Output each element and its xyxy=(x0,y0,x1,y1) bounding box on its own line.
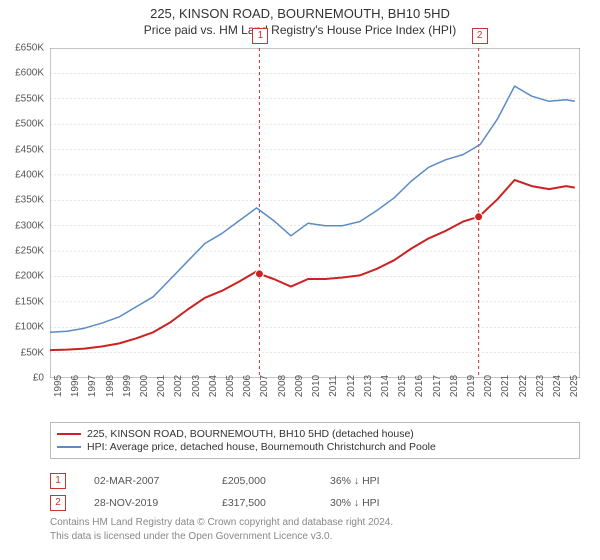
legend-swatch xyxy=(57,433,81,435)
legend-label: HPI: Average price, detached house, Bour… xyxy=(87,441,436,453)
sale-price: £317,500 xyxy=(222,497,302,509)
footer-line-2: This data is licensed under the Open Gov… xyxy=(50,530,393,544)
x-tick-label: 2010 xyxy=(311,375,322,397)
y-tick-label: £200K xyxy=(4,271,44,282)
x-tick-label: 1999 xyxy=(122,375,133,397)
sale-date: 02-MAR-2007 xyxy=(94,475,194,487)
legend-label: 225, KINSON ROAD, BOURNEMOUTH, BH10 5HD … xyxy=(87,428,414,440)
y-tick-label: £150K xyxy=(4,296,44,307)
x-tick-label: 2011 xyxy=(328,375,339,397)
footer-line-1: Contains HM Land Registry data © Crown c… xyxy=(50,516,393,530)
legend: 225, KINSON ROAD, BOURNEMOUTH, BH10 5HD … xyxy=(50,422,580,459)
y-tick-label: £50K xyxy=(4,347,44,358)
x-tick-label: 2021 xyxy=(500,375,511,397)
sale-delta: 30% ↓ HPI xyxy=(330,497,380,509)
page-subtitle: Price paid vs. HM Land Registry's House … xyxy=(0,23,600,37)
chart: £0£50K£100K£150K£200K£250K£300K£350K£400… xyxy=(50,48,580,378)
x-tick-label: 2018 xyxy=(449,375,460,397)
sale-marker-icon: 1 xyxy=(50,473,66,489)
x-tick-label: 2015 xyxy=(397,375,408,397)
x-tick-label: 1997 xyxy=(87,375,98,397)
x-tick-label: 2008 xyxy=(277,375,288,397)
x-tick-label: 2025 xyxy=(569,375,580,397)
sale-marker-1: 1 xyxy=(252,28,268,44)
x-tick-label: 2023 xyxy=(535,375,546,397)
x-tick-label: 2013 xyxy=(363,375,374,397)
y-tick-label: £550K xyxy=(4,93,44,104)
sale-row: 1 02-MAR-2007 £205,000 36% ↓ HPI xyxy=(50,472,380,490)
x-tick-label: 2024 xyxy=(552,375,563,397)
y-tick-label: £100K xyxy=(4,322,44,333)
footer: Contains HM Land Registry data © Crown c… xyxy=(50,516,393,543)
x-tick-label: 2003 xyxy=(191,375,202,397)
y-tick-label: £250K xyxy=(4,246,44,257)
y-tick-label: £300K xyxy=(4,220,44,231)
sales-table: 1 02-MAR-2007 £205,000 36% ↓ HPI 2 28-NOV-201… xyxy=(50,468,380,516)
sale-marker-icon: 2 xyxy=(50,495,66,511)
page-title: 225, KINSON ROAD, BOURNEMOUTH, BH10 5HD xyxy=(0,6,600,21)
chart-svg xyxy=(50,48,580,378)
sale-row: 2 28-NOV-2019 £317,500 30% ↓ HPI xyxy=(50,494,380,512)
x-tick-label: 2020 xyxy=(483,375,494,397)
sale-marker-2: 2 xyxy=(472,28,488,44)
y-tick-label: £350K xyxy=(4,195,44,206)
sale-price: £205,000 xyxy=(222,475,302,487)
x-tick-label: 2016 xyxy=(414,375,425,397)
x-tick-label: 2001 xyxy=(156,375,167,397)
y-tick-label: £650K xyxy=(4,43,44,54)
x-tick-label: 2002 xyxy=(173,375,184,397)
x-tick-label: 1998 xyxy=(105,375,116,397)
y-tick-label: £450K xyxy=(4,144,44,155)
x-tick-label: 2022 xyxy=(518,375,529,397)
sale-delta: 36% ↓ HPI xyxy=(330,475,380,487)
x-tick-label: 2007 xyxy=(259,375,270,397)
x-tick-label: 2006 xyxy=(242,375,253,397)
x-tick-label: 2005 xyxy=(225,375,236,397)
x-tick-label: 2009 xyxy=(294,375,305,397)
x-tick-label: 2014 xyxy=(380,375,391,397)
x-tick-label: 2000 xyxy=(139,375,150,397)
legend-swatch xyxy=(57,446,81,448)
x-tick-label: 2004 xyxy=(208,375,219,397)
x-tick-label: 2012 xyxy=(346,375,357,397)
x-tick-label: 1996 xyxy=(70,375,81,397)
legend-row: 225, KINSON ROAD, BOURNEMOUTH, BH10 5HD … xyxy=(57,428,573,440)
x-tick-label: 2017 xyxy=(432,375,443,397)
x-tick-label: 2019 xyxy=(466,375,477,397)
legend-row: HPI: Average price, detached house, Bour… xyxy=(57,441,573,453)
y-tick-label: £400K xyxy=(4,169,44,180)
y-tick-label: £0 xyxy=(4,373,44,384)
sale-date: 28-NOV-2019 xyxy=(94,497,194,509)
x-tick-label: 1995 xyxy=(53,375,64,397)
y-tick-label: £500K xyxy=(4,119,44,130)
y-tick-label: £600K xyxy=(4,68,44,79)
